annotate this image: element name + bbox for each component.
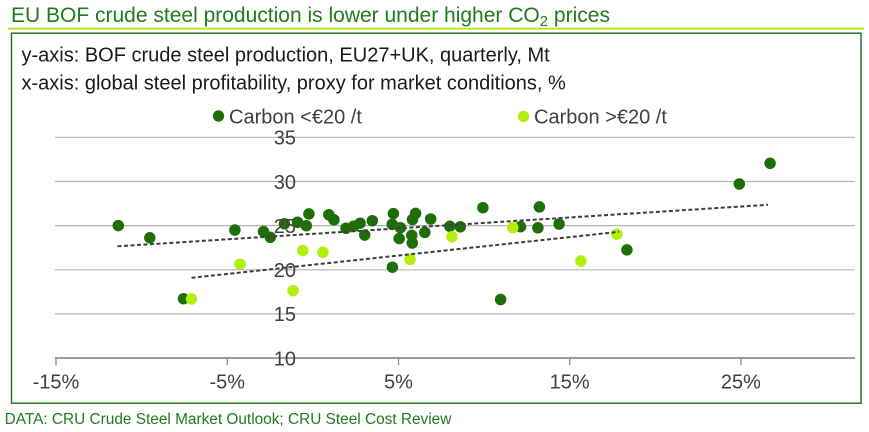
svg-text:5%: 5%: [384, 372, 413, 394]
svg-text:x-axis: global steel profitabi: x-axis: global steel profitability, prox…: [22, 72, 567, 94]
svg-text:EU BOF crude steel production: EU BOF crude steel production is lower u…: [11, 4, 610, 30]
svg-text:-15%: -15%: [33, 372, 80, 394]
svg-text:35: 35: [274, 128, 296, 150]
svg-text:15%: 15%: [550, 372, 590, 394]
svg-text:30: 30: [274, 172, 296, 194]
svg-text:DATA: CRU Crude Steel Market O: DATA: CRU Crude Steel Market Outlook; CR…: [5, 411, 453, 428]
svg-text:25: 25: [274, 216, 296, 238]
svg-text:25%: 25%: [721, 372, 761, 394]
svg-text:15: 15: [274, 304, 296, 326]
svg-text:Carbon >€20 /t: Carbon >€20 /t: [534, 106, 667, 128]
svg-text:Carbon <€20 /t: Carbon <€20 /t: [229, 106, 362, 128]
svg-text:y-axis: BOF crude steel produc: y-axis: BOF crude steel production, EU27…: [22, 44, 551, 66]
svg-text:20: 20: [274, 260, 296, 282]
svg-text:-5%: -5%: [210, 372, 246, 394]
svg-text:10: 10: [274, 348, 296, 370]
